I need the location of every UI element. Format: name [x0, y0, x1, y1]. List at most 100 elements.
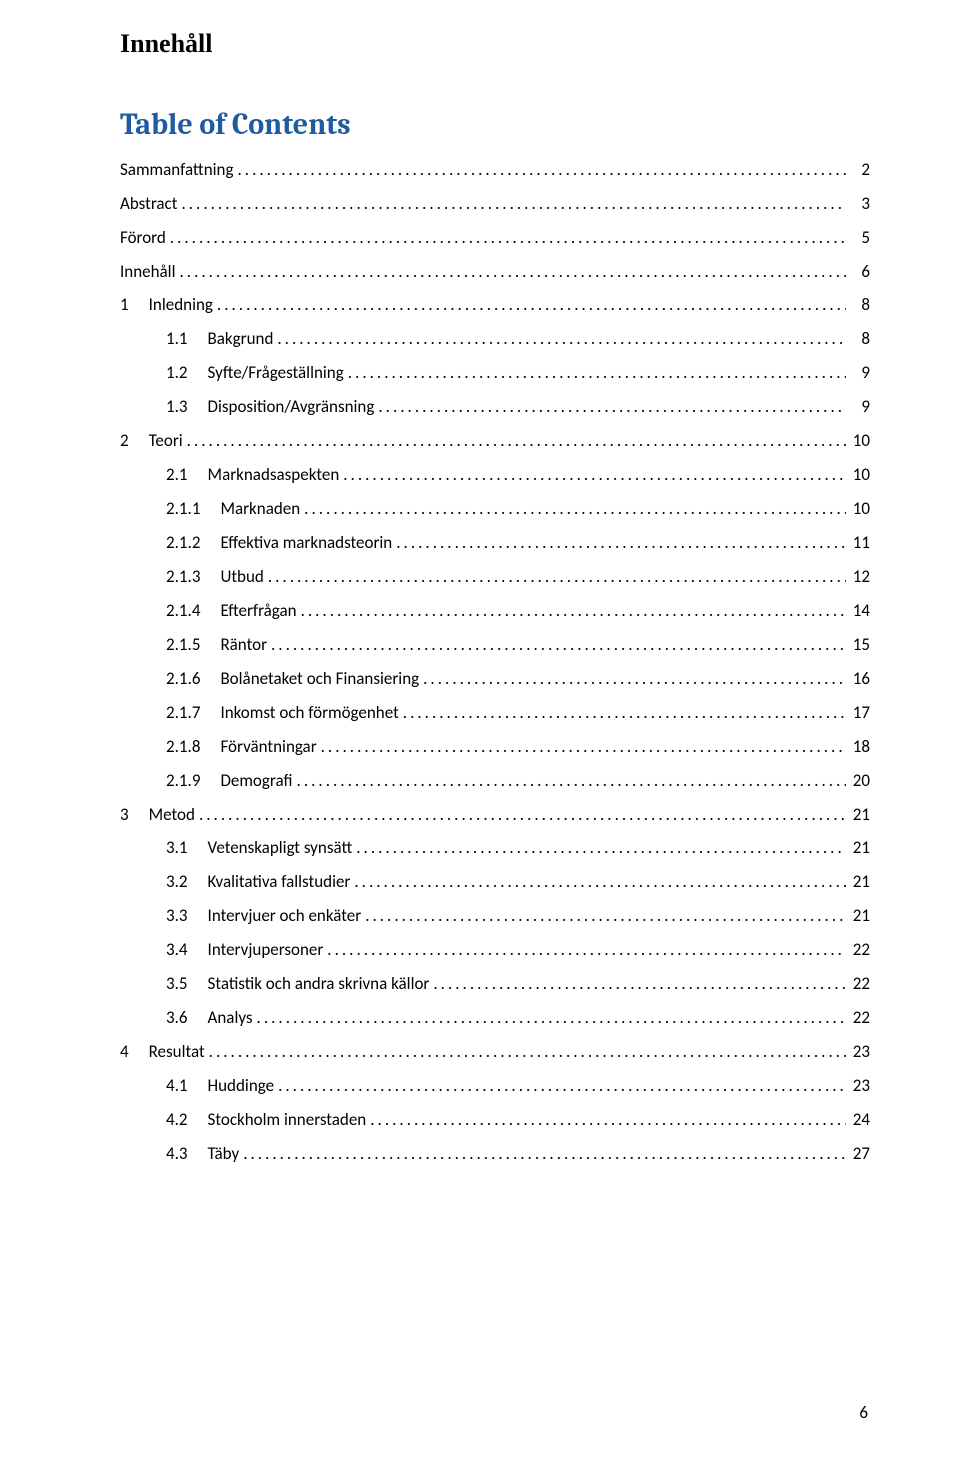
toc-entry-number: 3.4 — [120, 939, 208, 962]
toc-entry-number: 2.1.6 — [120, 668, 220, 691]
toc-entry-page: 22 — [846, 1007, 870, 1030]
toc-entry[interactable]: 2.1.6Bolånetaket och Finansiering.......… — [120, 662, 870, 696]
toc-entry-title: Effektiva marknadsteorin — [220, 532, 392, 555]
toc-entry[interactable]: 3.3Intervjuer och enkäter...............… — [120, 900, 870, 934]
toc-entry[interactable]: 4.3Täby.................................… — [120, 1137, 870, 1171]
toc-entry-title: Statistik och andra skrivna källor — [208, 973, 430, 996]
toc-entry-number: 3.6 — [120, 1007, 208, 1030]
toc-entry[interactable]: Förord..................................… — [120, 221, 870, 255]
toc-leader-dots: ........................................… — [166, 227, 846, 250]
toc-leader-dots: ........................................… — [350, 871, 846, 894]
toc-leader-dots: ........................................… — [352, 837, 846, 860]
page: Innehåll Table of Contents Sammanfattnin… — [0, 0, 960, 1457]
toc-entry-title: Förväntningar — [220, 736, 316, 759]
toc-entry-number: 3.3 — [120, 905, 208, 928]
toc-leader-dots: ........................................… — [264, 566, 846, 589]
toc-entry[interactable]: 4.1Huddinge.............................… — [120, 1070, 870, 1104]
toc-entry-title: Förord — [120, 227, 166, 250]
toc-leader-dots: ........................................… — [183, 430, 846, 453]
toc-entry[interactable]: 2.1.4Efterfrågan........................… — [120, 594, 870, 628]
toc-entry-page: 22 — [846, 973, 870, 996]
toc-entry-page: 23 — [846, 1041, 870, 1064]
toc-entry-title: Huddinge — [208, 1075, 275, 1098]
toc-entry-page: 17 — [846, 702, 870, 725]
toc-leader-dots: ........................................… — [297, 600, 846, 623]
toc-entry-title: Resultat — [149, 1041, 205, 1064]
toc-entry-title: Räntor — [220, 634, 267, 657]
toc-entry-number: 2.1.4 — [120, 600, 220, 623]
toc-entry-page: 27 — [846, 1143, 870, 1166]
toc-leader-dots: ........................................… — [366, 1109, 846, 1132]
toc: Sammanfattning..........................… — [120, 153, 870, 1171]
toc-entry-title: Analys — [208, 1007, 253, 1030]
toc-entry-title: Stockholm innerstaden — [208, 1109, 367, 1132]
toc-entry[interactable]: 2.1.3Utbud..............................… — [120, 560, 870, 594]
toc-entry-number: 2.1.1 — [120, 498, 220, 521]
toc-entry-number: 3.1 — [120, 837, 208, 860]
toc-entry[interactable]: 2.1.1Marknaden..........................… — [120, 493, 870, 527]
toc-entry-title: Sammanfattning — [120, 159, 233, 182]
toc-entry[interactable]: 3.6Analys...............................… — [120, 1002, 870, 1036]
toc-entry-page: 8 — [846, 328, 870, 351]
toc-entry-number: 2 — [120, 430, 149, 453]
toc-heading: Table of Contents — [120, 107, 870, 143]
toc-entry[interactable]: 2.1.2Effektiva marknadsteorin...........… — [120, 527, 870, 561]
toc-entry[interactable]: Sammanfattning..........................… — [120, 153, 870, 187]
toc-leader-dots: ........................................… — [300, 498, 846, 521]
toc-entry-page: 14 — [846, 600, 870, 623]
toc-entry[interactable]: 4.2Stockholm innerstaden................… — [120, 1103, 870, 1137]
toc-entry-title: Bolånetaket och Finansiering — [220, 668, 419, 691]
toc-entry[interactable]: 1.1Bakgrund.............................… — [120, 323, 870, 357]
toc-entry-page: 21 — [846, 804, 870, 827]
toc-entry[interactable]: 2.1.7Inkomst och förmögenhet............… — [120, 696, 870, 730]
toc-entry-number: 3.2 — [120, 871, 208, 894]
toc-entry[interactable]: 1.3Disposition/Avgränsning..............… — [120, 391, 870, 425]
toc-entry[interactable]: 3.2Kvalitativa fallstudier..............… — [120, 866, 870, 900]
toc-entry-title: Utbud — [220, 566, 263, 589]
toc-entry-number: 4 — [120, 1041, 149, 1064]
toc-entry[interactable]: 2.1.5Räntor.............................… — [120, 628, 870, 662]
toc-entry[interactable]: 2.1Marknadsaspekten.....................… — [120, 459, 870, 493]
toc-leader-dots: ........................................… — [213, 294, 846, 317]
toc-entry[interactable]: 4Resultat...............................… — [120, 1036, 870, 1070]
toc-entry-number: 2.1.5 — [120, 634, 220, 657]
toc-entry[interactable]: 2.1.9Demografi..........................… — [120, 764, 870, 798]
toc-entry-page: 6 — [846, 261, 870, 284]
toc-entry-title: Bakgrund — [208, 328, 274, 351]
toc-entry-title: Syfte/Frågeställning — [208, 362, 344, 385]
toc-entry[interactable]: 2Teori..................................… — [120, 425, 870, 459]
toc-entry-title: Efterfrågan — [220, 600, 296, 623]
toc-entry[interactable]: 3.1Vetenskapligt synsätt................… — [120, 832, 870, 866]
toc-leader-dots: ........................................… — [273, 328, 846, 351]
toc-entry-page: 2 — [846, 159, 870, 182]
toc-entry-page: 11 — [846, 532, 870, 555]
toc-entry-page: 20 — [846, 770, 870, 793]
toc-entry-page: 10 — [846, 498, 870, 521]
toc-entry[interactable]: 1Inledning..............................… — [120, 289, 870, 323]
toc-entry[interactable]: 3.4Intervjupersoner.....................… — [120, 934, 870, 968]
toc-leader-dots: ........................................… — [323, 939, 846, 962]
toc-entry[interactable]: 2.1.8Förväntningar......................… — [120, 730, 870, 764]
toc-leader-dots: ........................................… — [392, 532, 846, 555]
toc-leader-dots: ........................................… — [344, 362, 846, 385]
toc-leader-dots: ........................................… — [399, 702, 846, 725]
toc-entry-number: 4.3 — [120, 1143, 208, 1166]
toc-entry-number: 2.1.7 — [120, 702, 220, 725]
toc-entry-number: 4.1 — [120, 1075, 208, 1098]
toc-entry-page: 21 — [846, 837, 870, 860]
toc-entry-title: Innehåll — [120, 261, 175, 284]
toc-entry-page: 21 — [846, 905, 870, 928]
toc-entry[interactable]: 1.2Syfte/Frågeställning.................… — [120, 357, 870, 391]
toc-entry-number: 2.1.2 — [120, 532, 220, 555]
toc-entry[interactable]: 3Metod..................................… — [120, 798, 870, 832]
toc-leader-dots: ........................................… — [429, 973, 846, 996]
toc-entry[interactable]: 3.5Statistik och andra skrivna källor...… — [120, 968, 870, 1002]
toc-entry-title: Disposition/Avgränsning — [208, 396, 375, 419]
toc-entry[interactable]: Innehåll................................… — [120, 255, 870, 289]
toc-entry-title: Metod — [149, 804, 195, 827]
toc-leader-dots: ........................................… — [233, 159, 846, 182]
toc-leader-dots: ........................................… — [175, 261, 846, 284]
toc-entry[interactable]: Abstract................................… — [120, 187, 870, 221]
toc-entry-title: Marknadsaspekten — [208, 464, 340, 487]
toc-entry-title: Inkomst och förmögenhet — [220, 702, 398, 725]
